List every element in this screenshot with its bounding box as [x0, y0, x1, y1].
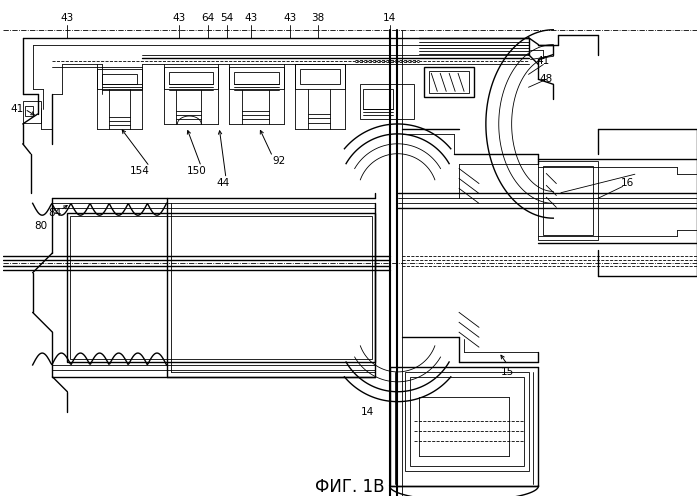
Bar — [405, 372, 528, 471]
Text: 64: 64 — [202, 13, 215, 23]
Text: 16: 16 — [621, 178, 634, 188]
Text: 15: 15 — [501, 367, 514, 377]
Bar — [410, 377, 524, 466]
Text: 84: 84 — [48, 208, 61, 218]
Text: 14: 14 — [383, 13, 396, 23]
Text: 80: 80 — [34, 221, 47, 231]
Text: 41: 41 — [10, 104, 23, 114]
Text: 43: 43 — [61, 13, 74, 23]
Bar — [164, 68, 218, 90]
Bar — [295, 64, 345, 90]
Text: 43: 43 — [173, 13, 186, 23]
Bar — [360, 84, 414, 119]
Text: 48: 48 — [540, 74, 553, 85]
Bar — [22, 101, 41, 123]
Text: 92: 92 — [272, 156, 285, 166]
Bar — [424, 68, 474, 97]
Bar — [363, 90, 393, 109]
Bar — [234, 72, 279, 85]
Bar — [229, 68, 284, 90]
Text: 43: 43 — [244, 13, 258, 23]
Text: 41: 41 — [537, 56, 550, 66]
Bar — [70, 216, 372, 359]
Bar — [67, 213, 375, 362]
Bar — [169, 72, 213, 85]
Text: ФИГ. 1В: ФИГ. 1В — [315, 478, 385, 496]
Bar — [538, 160, 598, 240]
Bar — [97, 70, 141, 89]
Text: 38: 38 — [312, 13, 325, 23]
Bar — [300, 70, 340, 84]
Bar — [429, 72, 469, 93]
Text: 150: 150 — [186, 166, 206, 175]
Text: 154: 154 — [130, 166, 150, 175]
Bar — [543, 166, 593, 235]
Text: 54: 54 — [220, 13, 234, 23]
Text: 44: 44 — [216, 178, 230, 188]
Bar — [102, 74, 136, 85]
Bar — [25, 106, 33, 116]
Text: 43: 43 — [284, 13, 297, 23]
Text: 14: 14 — [361, 406, 374, 416]
